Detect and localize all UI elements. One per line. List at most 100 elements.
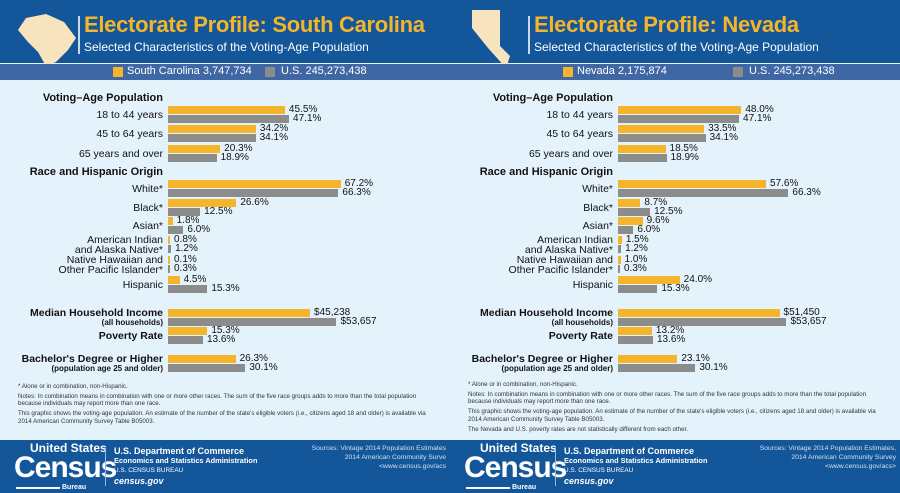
value-us: 13.6% [206, 334, 236, 345]
row-label-text-2: Other Pacific Islander* [58, 264, 163, 276]
row-label-text: Bachelor's Degree or Higher [471, 353, 613, 365]
bar-state [168, 309, 311, 317]
row-label-text: 18 to 44 years [546, 109, 613, 121]
row-label-text: White* [582, 183, 613, 195]
row-label-text: 18 to 44 years [96, 109, 163, 121]
value-state: 9.6% [646, 215, 670, 226]
census-bureau-name: U.S. CENSUS BUREAU [114, 467, 184, 474]
bar-state [168, 180, 341, 188]
census-gov-link[interactable]: census.gov [564, 476, 614, 486]
bar-state [168, 355, 236, 363]
census-logo-bureau: Bureau [512, 484, 537, 491]
row-label-text: 45 to 64 years [96, 128, 163, 140]
row-label-text-2: (all households) [551, 318, 613, 327]
bar-state [618, 236, 622, 244]
source-line: <www.census.gov/acs [378, 463, 446, 470]
row-label-text-2: and Alaska Native* [524, 244, 613, 256]
row-label: 18 to 44 years [96, 109, 163, 121]
bar-state [618, 106, 742, 114]
value-state: 18.5% [669, 143, 698, 154]
bar-us [618, 154, 667, 162]
value-state: 13.2% [655, 325, 685, 336]
legend: Nevada 2,175,874 U.S. 245,273,438 [450, 64, 900, 80]
value-us: 0.3% [174, 263, 197, 274]
value-us: 66.3% [792, 187, 821, 198]
bar-state [168, 199, 237, 207]
bar-state [618, 145, 666, 153]
bar-state [618, 355, 678, 363]
row-label-text: American Indian [87, 234, 163, 246]
value-state: 4.5% [183, 274, 207, 285]
row-label-text: Poverty Rate [98, 330, 163, 342]
state-map-icon [16, 8, 78, 75]
footnote: * Alone or in combination, non-Hispanic. [468, 381, 578, 388]
census-logo-line [16, 487, 60, 489]
bar-state [168, 276, 180, 284]
legend-label-state: Nevada 2,175,874 [577, 65, 667, 77]
row-label-text-2: (population age 25 and older) [51, 364, 163, 373]
bar-us [168, 226, 184, 234]
header: Electorate Profile: South Carolina Select… [0, 0, 450, 66]
legend-swatch-us [733, 67, 743, 77]
row-label: Black* [583, 203, 613, 214]
esa-name: Economics and Statistics Administration [114, 456, 258, 465]
value-state: 45.5% [288, 104, 318, 115]
footnote: This graphic shows the voting-age popula… [468, 408, 876, 423]
value-state: $51,450 [783, 307, 820, 318]
department-block: U.S. Department of Commerce Economics and… [114, 446, 257, 486]
census-logo: Census [14, 451, 117, 484]
row-label: 65 years and over [529, 149, 613, 160]
bar-state [618, 180, 767, 188]
census-gov-link[interactable]: census.gov [114, 476, 164, 486]
row-label-text: Median Household Income [29, 307, 163, 319]
value-us: $53,657 [790, 316, 827, 327]
row-label-text: Bachelor's Degree or Higher [21, 353, 163, 365]
value-us: 30.1% [699, 362, 728, 373]
department-name: U.S. Department of Commerce [564, 446, 695, 456]
row-label-text: Hispanic [572, 279, 613, 291]
value-us: 34.1% [259, 132, 288, 143]
page-title: Electorate Profile: Nevada [534, 12, 799, 37]
bar-state [618, 327, 652, 335]
value-state: 1.8% [176, 215, 200, 226]
bar-us [618, 208, 651, 216]
value-us: 15.3% [661, 283, 690, 294]
value-state: 57.6% [770, 178, 799, 189]
bar-state [168, 106, 285, 114]
bar-state [618, 199, 641, 207]
divider [78, 16, 80, 54]
page-title: Electorate Profile: South Carolina [84, 12, 425, 37]
row-label: Median Household Income (all households) [480, 308, 613, 327]
bar-us [618, 364, 696, 372]
row-label: Asian* [133, 221, 163, 232]
value-us: 12.5% [654, 206, 683, 217]
footnote: * Alone or in combination, non-Hispanic. [18, 383, 128, 390]
value-state: 33.5% [708, 123, 737, 134]
value-state: $45,238 [314, 307, 351, 318]
footnote: The Nevada and U.S. poverty rates are no… [468, 425, 688, 433]
value-us: 1.2% [175, 243, 198, 254]
legend-swatch-state [563, 67, 573, 77]
section-title-race: Race and Hispanic Origin [479, 166, 613, 178]
source-line: <www.census.gov/acs> [824, 463, 896, 470]
section-title-vap: Voting–Age Population [492, 92, 613, 104]
bar-us [168, 265, 170, 273]
row-label-text: American Indian [537, 234, 613, 246]
subtitle: Selected Characteristics of the Voting-A… [84, 40, 369, 54]
value-us: $53,657 [340, 316, 377, 327]
row-label-text: Median Household Income [479, 307, 613, 319]
legend-swatch-us [265, 67, 275, 77]
value-state: 0.1% [174, 254, 197, 265]
value-us: 6.0% [637, 224, 661, 235]
value-state: 15.3% [211, 325, 240, 336]
bar-us [168, 115, 290, 123]
value-us: 13.6% [656, 334, 686, 345]
census-logo-bureau: Bureau [62, 484, 87, 491]
row-label: Native Hawaiian and Other Pacific Islande… [58, 255, 163, 276]
row-label-text: Asian* [582, 220, 613, 232]
row-label-text-2: (population age 25 and older) [501, 364, 613, 373]
bar-state [168, 217, 173, 225]
section-title-vap: Voting–Age Population [42, 92, 163, 104]
value-us: 1.2% [625, 243, 648, 254]
row-label-text: Poverty Rate [548, 330, 613, 342]
